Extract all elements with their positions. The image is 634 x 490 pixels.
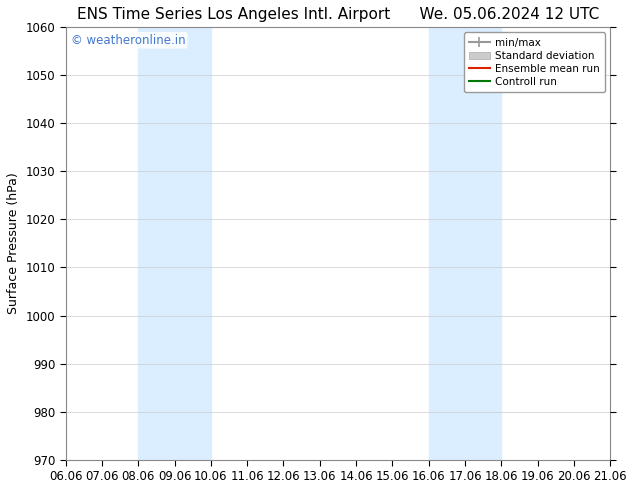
Title: ENS Time Series Los Angeles Intl. Airport      We. 05.06.2024 12 UTC: ENS Time Series Los Angeles Intl. Airpor… (77, 7, 599, 22)
Bar (138, 27, 211, 460)
Legend: min/max, Standard deviation, Ensemble mean run, Controll run: min/max, Standard deviation, Ensemble me… (464, 32, 605, 92)
Bar (429, 27, 501, 460)
Text: © weatheronline.in: © weatheronline.in (71, 34, 186, 47)
Y-axis label: Surface Pressure (hPa): Surface Pressure (hPa) (7, 172, 20, 314)
